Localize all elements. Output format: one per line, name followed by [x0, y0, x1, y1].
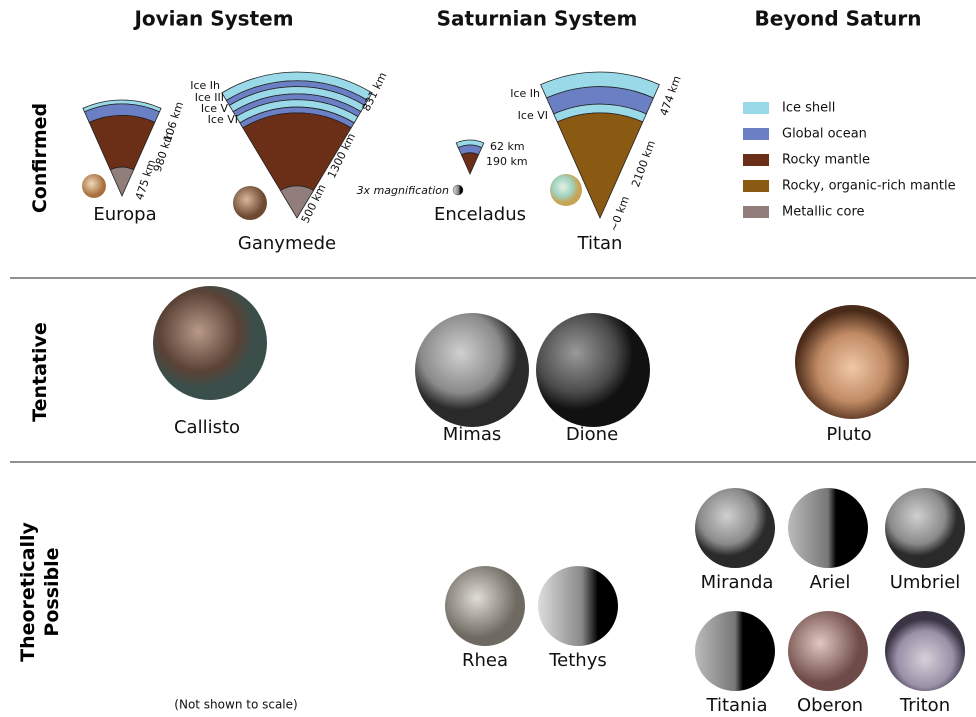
legend-label: Metallic core — [782, 205, 865, 220]
moon-image — [153, 286, 267, 400]
legend-label: Rocky mantle — [782, 153, 870, 168]
legend-swatch — [743, 206, 769, 218]
moon-name: Pluto — [826, 424, 871, 445]
legend-swatch — [743, 128, 769, 140]
moon-image — [445, 566, 525, 646]
moon-image — [536, 313, 650, 427]
moon-name: Umbriel — [890, 572, 961, 593]
layer-label: Ice Ih — [190, 79, 220, 92]
moon-image — [452, 184, 464, 196]
moon-image — [885, 611, 965, 691]
moon-image — [82, 174, 106, 198]
annotation: 3x magnification — [357, 184, 449, 197]
moon-name: Enceladus — [434, 204, 526, 225]
moon-image — [695, 488, 775, 568]
layer-label: Ice V — [201, 102, 229, 115]
thickness-label: 62 km — [490, 140, 525, 153]
layer — [109, 166, 135, 197]
moon-image — [788, 488, 868, 568]
moon-name: Europa — [93, 204, 156, 225]
legend-swatch — [743, 180, 769, 192]
moon-name: Miranda — [701, 572, 774, 593]
layer-label: Ice VI — [518, 109, 548, 122]
thickness-label: 190 km — [486, 155, 528, 168]
legend-label: Global ocean — [782, 127, 867, 142]
moon-name: Oberon — [797, 695, 863, 716]
layer — [460, 152, 480, 175]
moon-name: Ganymede — [238, 233, 336, 254]
moon-image — [788, 611, 868, 691]
moon-image — [795, 305, 909, 419]
moon-name: Dione — [566, 424, 618, 445]
column-title: Beyond Saturn — [755, 7, 922, 31]
layer-label: Ice VI — [208, 113, 238, 126]
moon-image — [550, 174, 582, 206]
legend-label: Rocky, organic-rich mantle — [782, 179, 956, 194]
row-label: Confirmed — [29, 102, 51, 214]
thickness-label: 474 km — [657, 74, 683, 118]
footnote: (Not shown to scale) — [174, 698, 297, 712]
legend-swatch — [743, 154, 769, 166]
moon-image — [885, 488, 965, 568]
moon-image — [415, 313, 529, 427]
thickness-label: 2100 km — [629, 139, 658, 189]
layer-label: Ice III — [195, 91, 224, 104]
interior-diagrams — [82, 71, 660, 219]
moon-image — [695, 611, 775, 691]
moon-name: Rhea — [462, 650, 508, 671]
layer — [556, 112, 644, 219]
moon-name: Callisto — [174, 417, 240, 438]
row-label: Tentative — [29, 322, 51, 422]
column-title: Saturnian System — [437, 7, 638, 31]
moon-image — [233, 186, 267, 220]
moon-name: Mimas — [443, 424, 501, 445]
legend: Ice shell Global ocean Rocky mantle Rocky, … — [743, 101, 956, 220]
moon-name: Titania — [706, 695, 768, 716]
thickness-label: 475 km — [133, 158, 158, 202]
moon-name: Tethys — [548, 650, 607, 671]
moon-name: Ariel — [810, 572, 851, 593]
legend-label: Ice shell — [782, 101, 835, 116]
moon-name: Titan — [577, 233, 623, 254]
row-label: Theoretically Possible — [17, 522, 63, 662]
moon-image — [538, 566, 618, 646]
moon-name: Triton — [899, 695, 950, 716]
thickness-label: ~0 km — [607, 194, 632, 233]
column-title: Jovian System — [132, 7, 293, 31]
legend-swatch — [743, 102, 769, 114]
layer — [279, 185, 315, 219]
layer-label: Ice Ih — [510, 87, 540, 100]
